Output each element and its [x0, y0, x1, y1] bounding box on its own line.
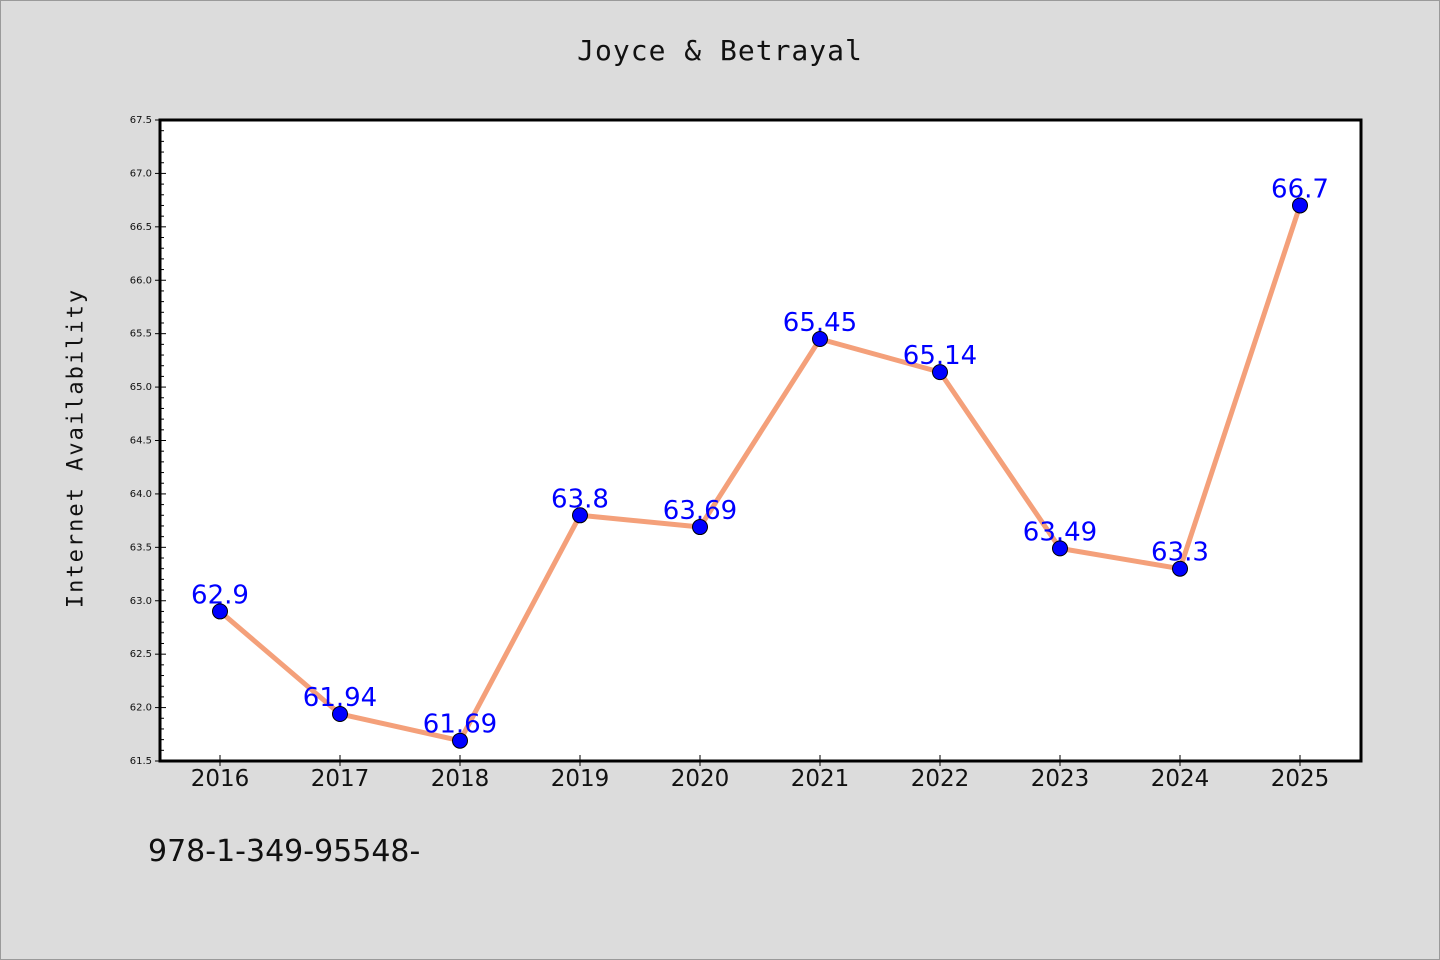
x-tick-label: 2022 [911, 766, 970, 792]
series-group: 62.9 61.94 61.69 63.8 63.69 65.45 65.14 63.49 63… [191, 174, 1329, 749]
x-tick-label: 2024 [1151, 766, 1210, 792]
data-label: 63.8 [551, 484, 609, 514]
data-point-marker [1292, 197, 1308, 214]
y-tick-label: 63.0 [130, 596, 152, 607]
data-label: 61.69 [423, 710, 497, 740]
data-point-marker [932, 364, 948, 381]
data-point-marker [332, 705, 348, 722]
y-tick-label: 62.0 [130, 703, 152, 714]
x-tick-label: 2019 [551, 766, 610, 792]
data-point-marker [1052, 540, 1068, 557]
x-tick-label: 2020 [671, 766, 730, 792]
y-tick-label: 65.5 [130, 329, 152, 340]
chart-title: Joyce & Betrayal [577, 34, 863, 67]
x-tick-label: 2018 [431, 766, 490, 792]
plot-area [160, 120, 1361, 761]
data-label: 65.14 [903, 341, 977, 371]
data-label: 63.69 [663, 496, 737, 526]
data-point-marker [452, 732, 468, 749]
y-tick-label: 67.5 [130, 115, 152, 126]
series-line [217, 202, 1303, 744]
x-tick-label: 2021 [791, 766, 850, 792]
x-axis: 2016 2017 2018 2019 2020 2021 2022 2023 2024 2025 [191, 755, 1330, 792]
y-axis: 61.5 62.0 62.5 63.0 63.5 64.0 64.5 65.0 65.5 66.0… [130, 115, 166, 767]
y-tick-label: 61.5 [130, 756, 152, 767]
y-tick-label: 65.0 [130, 382, 152, 393]
data-label: 66.7 [1271, 174, 1329, 204]
y-tick-label: 63.5 [130, 542, 152, 553]
data-label: 63.3 [1151, 538, 1209, 568]
x-tick-label: 2023 [1031, 766, 1090, 792]
footer-isbn-text: 978-1-349-95548- [148, 834, 421, 869]
y-tick-label: 62.5 [130, 649, 152, 660]
y-tick-label: 64.0 [130, 489, 152, 500]
data-point-marker [572, 507, 588, 524]
y-tick-label: 67.0 [130, 168, 152, 179]
data-label: 65.45 [783, 308, 857, 338]
plot-frame [158, 118, 1363, 763]
y-tick-label: 66.5 [130, 222, 152, 233]
x-tick-label: 2016 [191, 766, 250, 792]
data-label: 62.9 [191, 580, 249, 610]
data-point-marker [212, 603, 228, 620]
y-tick-label: 64.5 [130, 436, 152, 447]
data-label: 63.49 [1023, 517, 1097, 547]
data-label: 61.94 [303, 683, 377, 713]
data-point-marker [812, 331, 828, 348]
data-point-marker [1172, 560, 1188, 577]
x-tick-label: 2017 [311, 766, 370, 792]
x-tick-label: 2025 [1271, 766, 1330, 792]
data-point-marker [692, 519, 708, 536]
y-tick-label: 66.0 [130, 275, 152, 286]
